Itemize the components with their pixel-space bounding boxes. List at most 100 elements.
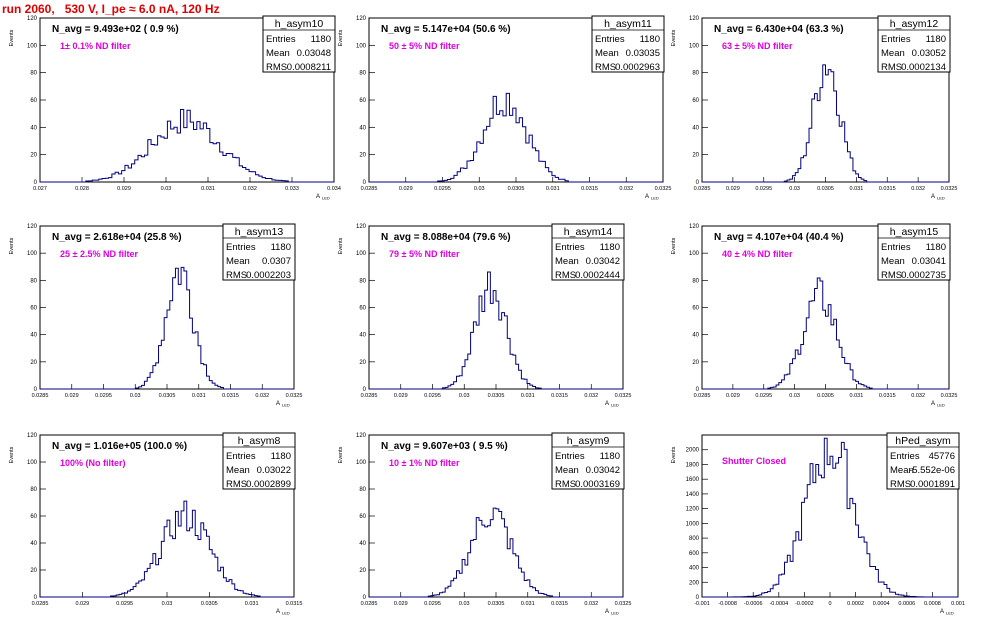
- x-tick-label: 0.0315: [551, 393, 568, 399]
- x-axis-label: A LED: [645, 194, 659, 201]
- y-tick-label: 120: [356, 224, 367, 230]
- stats-label-rms: RMS: [595, 62, 616, 73]
- stats-value-entries: 45776: [929, 451, 955, 462]
- stats-label-entries: Entries: [226, 451, 256, 462]
- y-tick-label: 0: [363, 387, 367, 393]
- stats-value-entries: 1180: [271, 242, 291, 253]
- stats-label-rms: RMS: [881, 270, 902, 281]
- y-tick-label: 60: [30, 306, 37, 312]
- x-axis-label-sub: LED: [611, 403, 619, 408]
- filter-label: 79 ± 5% ND filter: [389, 249, 460, 259]
- histogram-panel-h_asym8: 0 20 40 60 80 100 120 0.0285 0.029 0.0295 0.03 0.03…: [9, 432, 302, 616]
- histogram-series: [369, 507, 623, 598]
- x-tick-label: 0.0305: [488, 601, 505, 607]
- y-tick-label: 120: [689, 16, 700, 22]
- y-tick-label: 200: [689, 580, 700, 586]
- x-tick-label: 0.032: [255, 393, 269, 399]
- x-tick-label: 0.0008: [924, 601, 941, 607]
- x-tick-label: 0.031: [521, 393, 535, 399]
- y-tick-label: 60: [359, 306, 366, 312]
- y-tick-label: 20: [30, 153, 37, 159]
- y-tick-label: 20: [30, 568, 37, 574]
- x-tick-label: 0.03: [789, 186, 800, 192]
- x-tick-label: 0.001: [951, 601, 965, 607]
- stats-label-entries: Entries: [890, 451, 920, 462]
- x-tick-label: 0.03: [474, 186, 485, 192]
- y-tick-label: 80: [359, 278, 366, 284]
- x-tick-label: 0.033: [285, 186, 299, 192]
- stats-value-mean: 0.03022: [257, 465, 291, 476]
- stats-value-mean: 0.03042: [586, 256, 620, 267]
- x-tick-label: 0.03: [161, 186, 172, 192]
- stats-box-title: h_asym9: [567, 435, 610, 447]
- x-tick-label: 0.032: [619, 186, 633, 192]
- histogram-panel-hPed_asym: 0 200 400 600 800 1000 1200 1400 1600 1800 2000 -0.…: [671, 432, 965, 616]
- x-tick-label: 0.0285: [361, 393, 378, 399]
- y-tick-label: 100: [27, 43, 38, 49]
- stats-box: [262, 15, 336, 73]
- x-tick-label: 0.031: [546, 186, 560, 192]
- y-axis-label: Events: [338, 29, 344, 46]
- x-tick-label: 0.0295: [434, 186, 451, 192]
- filter-label: Shutter Closed: [722, 456, 786, 466]
- x-axis-label-sub: LED: [937, 403, 945, 408]
- stats-label-rms: RMS: [266, 62, 287, 73]
- x-axis-label: A LED: [931, 194, 945, 201]
- x-tick-label: 0: [828, 601, 831, 607]
- x-tick-label: 0.031: [849, 186, 863, 192]
- y-axis-label: Events: [338, 446, 344, 463]
- y-tick-label: 0: [34, 387, 38, 393]
- y-tick-label: 800: [689, 536, 700, 542]
- x-tick-label: 0.0295: [755, 393, 772, 399]
- y-tick-label: 40: [359, 125, 366, 131]
- y-tick-label: 20: [30, 360, 37, 366]
- x-tick-label: 0.0325: [615, 393, 632, 399]
- filter-label: 25 ± 2.5% ND filter: [60, 249, 138, 259]
- x-axis-label-sub: LED: [282, 403, 290, 408]
- y-tick-label: 60: [359, 98, 366, 104]
- x-tick-label: 0.032: [584, 601, 598, 607]
- navg-label: N_avg = 9.493e+02 ( 0.9 %): [52, 24, 179, 35]
- y-tick-label: 120: [27, 224, 38, 230]
- y-tick-label: 60: [692, 306, 699, 312]
- x-tick-label: 0.0305: [817, 186, 834, 192]
- stats-value-mean: 0.03042: [586, 465, 620, 476]
- navg-label: N_avg = 8.088e+04 (79.6 %): [381, 232, 511, 243]
- y-tick-label: 40: [692, 125, 699, 131]
- stats-label-rms: RMS: [890, 479, 911, 490]
- stats-value-entries: 1180: [600, 242, 620, 253]
- y-tick-label: 20: [692, 360, 699, 366]
- x-tick-label: 0.0305: [508, 186, 525, 192]
- navg-label: N_avg = 9.607e+03 ( 9.5 %): [381, 441, 508, 452]
- filter-label: 40 ± 4% ND filter: [722, 249, 793, 259]
- stats-value-rms: 0.0002899: [246, 479, 291, 490]
- x-tick-label: -0.0002: [795, 601, 814, 607]
- stats-label-rms: RMS: [226, 479, 247, 490]
- histogram-series: [40, 108, 334, 183]
- stats-value-entries: 1180: [311, 34, 331, 45]
- stats-label-mean: Mean: [226, 256, 250, 267]
- y-tick-label: 0: [696, 180, 700, 186]
- x-tick-label: 0.032: [911, 186, 925, 192]
- histogram-panel-h_asym10: 0 20 40 60 80 100 120 0.027 0.028 0.029 0.03 0.031 0…: [9, 15, 341, 201]
- x-tick-label: 0.0325: [655, 186, 672, 192]
- stats-label-mean: Mean: [890, 465, 914, 476]
- histogram-series: [40, 266, 294, 390]
- stats-box-title: h_asym10: [275, 18, 324, 30]
- x-tick-label: 0.0325: [286, 393, 303, 399]
- x-tick-label: -0.001: [694, 601, 710, 607]
- stats-value-entries: 1180: [600, 451, 620, 462]
- navg-label: N_avg = 2.618e+04 (25.8 %): [52, 232, 182, 243]
- y-tick-label: 1400: [686, 492, 700, 498]
- x-tick-label: 0.0295: [95, 393, 112, 399]
- histogram-panel-h_asym15: 0 20 40 60 80 100 120 0.0285 0.029 0.0295 0.03 0.03…: [671, 223, 957, 408]
- stats-box-title: h_asym12: [890, 18, 939, 30]
- stats-value-mean: -5.552e-06: [909, 465, 955, 476]
- histogram-series: [702, 437, 958, 598]
- y-axis-label: Events: [338, 237, 344, 254]
- histogram-panel-h_asym14: 0 20 40 60 80 100 120 0.0285 0.029 0.0295 0.03 0.03…: [338, 223, 632, 408]
- y-tick-label: 60: [692, 98, 699, 104]
- x-tick-label: 0.0315: [551, 601, 568, 607]
- stats-label-rms: RMS: [555, 479, 576, 490]
- stats-box: [591, 15, 665, 73]
